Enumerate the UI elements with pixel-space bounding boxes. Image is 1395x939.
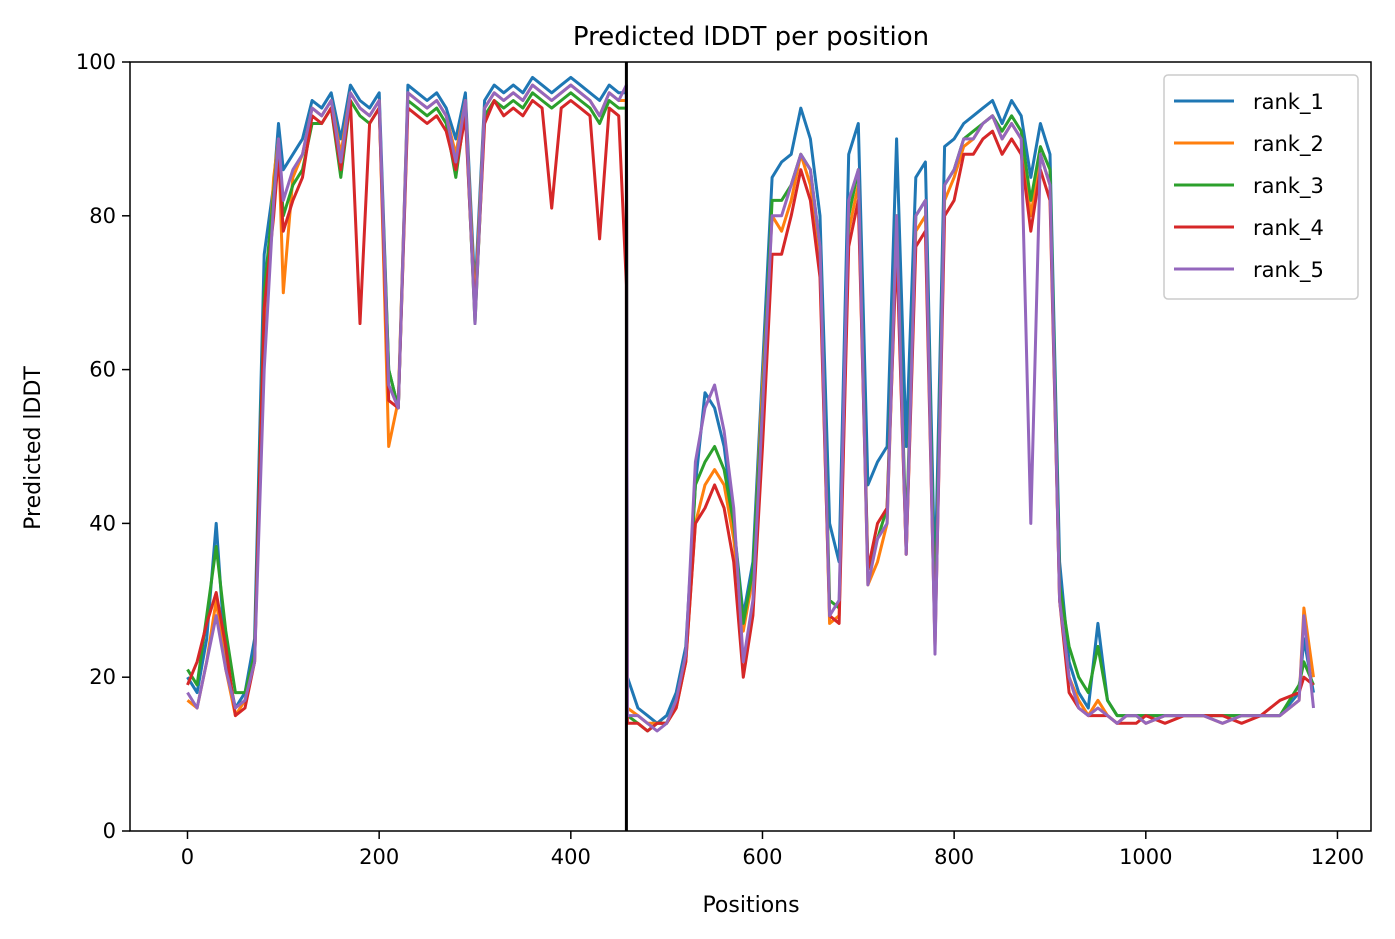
legend-label-rank_2: rank_2 (1253, 132, 1324, 157)
y-tick-label: 80 (89, 204, 116, 228)
y-tick-label: 60 (89, 358, 116, 382)
x-tick-label: 0 (181, 845, 194, 869)
plot-area: 0 200 400 600 800 1000 1200 0 20 40 60 80 100 (76, 50, 1372, 869)
y-axis-ticks: 0 20 40 60 80 100 (76, 50, 130, 843)
x-tick-label: 1200 (1311, 845, 1364, 869)
series-line-rank_4 (186, 99, 1315, 733)
y-axis-label: Predicted lDDT (21, 366, 46, 530)
x-axis-ticks: 0 200 400 600 800 1000 1200 (181, 831, 1364, 869)
x-axis-label: Positions (702, 893, 799, 918)
x-tick-label: 600 (742, 845, 782, 869)
legend-label-rank_3: rank_3 (1253, 174, 1324, 199)
legend-box (1163, 74, 1359, 300)
x-tick-label: 200 (359, 845, 399, 869)
x-tick-label: 1000 (1119, 845, 1172, 869)
y-tick-label: 20 (89, 665, 116, 689)
x-tick-label: 800 (934, 845, 974, 869)
legend-label-rank_4: rank_4 (1253, 216, 1324, 241)
series-line-rank_5 (186, 83, 1315, 733)
y-tick-label: 40 (89, 511, 116, 535)
series-layer (186, 75, 1315, 733)
y-tick-label: 0 (103, 819, 116, 843)
legend: rank_1 rank_2 rank_3 rank_4 rank_5 (1163, 74, 1359, 300)
series-line-rank_1 (186, 75, 1315, 725)
plot-frame (129, 61, 1372, 832)
legend-label-rank_5: rank_5 (1253, 258, 1324, 283)
y-tick-label: 100 (76, 50, 116, 74)
legend-label-rank_1: rank_1 (1253, 90, 1324, 115)
chart-title: Predicted lDDT per position (573, 22, 929, 52)
series-line-rank_3 (186, 91, 1315, 733)
x-tick-label: 400 (551, 845, 591, 869)
